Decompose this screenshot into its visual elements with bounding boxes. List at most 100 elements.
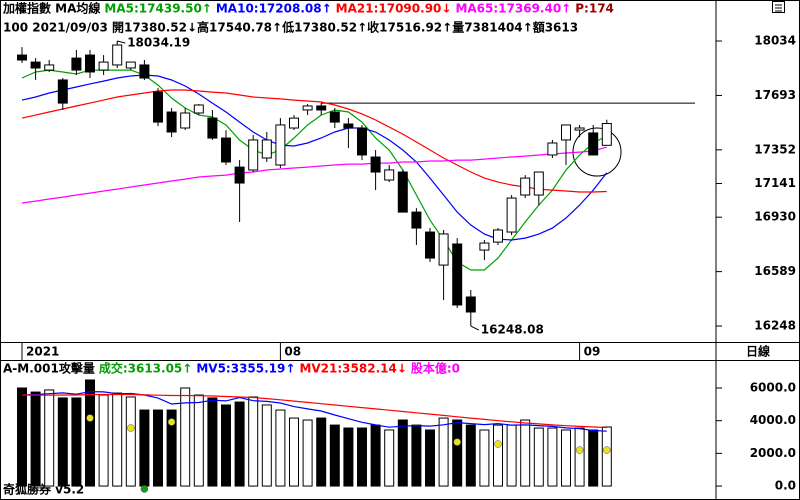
volume-y-tick-label: 2000.0	[750, 446, 796, 460]
volume-bar	[207, 397, 218, 487]
candle-body	[357, 127, 367, 156]
candle-body	[506, 197, 517, 233]
candle-body	[221, 137, 231, 163]
candle-body	[57, 79, 68, 104]
volume-bar	[275, 409, 286, 487]
volume-bar	[261, 404, 272, 487]
volume-bar	[234, 401, 245, 487]
y-tick-label: 18034	[754, 34, 796, 48]
candle-body	[329, 111, 340, 123]
volume-bar	[479, 429, 490, 487]
candle-body	[261, 139, 272, 159]
y-tick-label: 16248	[754, 319, 796, 333]
header-item: MA5:17439.50↑	[104, 2, 211, 16]
header-item: MA21:17090.90↓	[336, 2, 452, 16]
volume-bar	[153, 409, 163, 487]
candle-body	[479, 242, 490, 251]
signal-dot	[603, 446, 611, 454]
volume-bar	[384, 429, 395, 487]
volume-bar	[561, 429, 571, 487]
signal-dot	[575, 446, 584, 454]
candle-body	[533, 171, 544, 196]
volume-bar	[493, 424, 503, 487]
header: 加權指數 MA均線 MA5:17439.50↑ MA10:17208.08↑ MA21…	[2, 1, 614, 35]
volume-bar	[112, 392, 123, 487]
candle-body	[425, 231, 435, 259]
volume-bar	[125, 396, 136, 487]
volume-y-tick-label: 4000.0	[750, 413, 796, 427]
candle-body	[139, 64, 150, 79]
candle-body	[520, 177, 531, 196]
candle-body	[302, 105, 313, 111]
volume-bar	[289, 417, 299, 487]
signal-dot	[453, 438, 461, 446]
volume-bar	[506, 424, 517, 487]
annotation-leader	[117, 40, 126, 44]
volume-bar	[17, 387, 27, 487]
volume-bar	[357, 427, 367, 487]
y-tick-label: 17693	[754, 88, 796, 102]
volume-bar	[57, 397, 68, 487]
volume-bar	[370, 424, 381, 487]
candle-body	[44, 64, 55, 71]
volume-bar	[588, 429, 599, 487]
volume-header-item: A-M.001攻擊量	[3, 361, 95, 376]
volume-bar	[302, 419, 313, 487]
volume-bar	[166, 409, 177, 487]
volume-bar	[329, 424, 340, 487]
x-tick-label: 08	[284, 345, 301, 359]
candle-body	[85, 54, 95, 73]
volume-bar	[452, 419, 463, 487]
signal-dot	[167, 418, 176, 426]
signal-dot	[86, 414, 94, 422]
candle-body	[588, 132, 599, 156]
candle-body	[125, 61, 136, 69]
candle-body	[316, 105, 327, 111]
header-item: 加權指數 MA均線	[2, 1, 100, 16]
candle-body	[465, 296, 476, 313]
volume-bar	[98, 394, 109, 487]
candle-body	[166, 111, 177, 133]
volume-bar	[343, 427, 354, 487]
candle-body	[234, 166, 245, 184]
y-tick-label: 17141	[754, 176, 796, 190]
volume-bar	[71, 397, 82, 487]
volume-bar	[316, 417, 327, 487]
header-item: MA10:17208.08↑	[216, 2, 332, 16]
volume-bar	[411, 424, 422, 487]
volume-bar	[520, 419, 531, 487]
volume-average-line	[21, 390, 607, 432]
candle-body	[289, 117, 299, 129]
x-tick-label: 2021	[26, 345, 59, 359]
annotation-leader	[470, 325, 480, 331]
header-item: 100 2021/09/03 開17380.52↓高17540.78↑低1738…	[3, 20, 578, 35]
candle-body	[438, 233, 449, 266]
candle-body	[397, 171, 408, 213]
volume-bar	[574, 427, 585, 487]
candle-body	[601, 123, 612, 146]
volume-bar	[248, 396, 259, 487]
volume-bar	[180, 387, 191, 487]
volume-header-item: MV21:3582.14↓	[299, 362, 406, 376]
candle-body	[180, 112, 191, 129]
y-tick-label: 17352	[754, 142, 796, 156]
volume-bar	[44, 389, 55, 487]
candle-body	[493, 229, 503, 243]
candle-body	[370, 156, 381, 173]
annotation: 16248.08	[481, 323, 544, 337]
volume-average-line	[21, 393, 607, 429]
volume-header-item: 成交:3613.05↑	[99, 361, 193, 376]
signal-dot	[494, 440, 502, 448]
signal-dot	[140, 485, 149, 493]
y-tick-label: 16930	[754, 210, 796, 224]
menu-icon[interactable]	[772, 1, 785, 13]
candle-body	[384, 169, 395, 181]
x-tick-label: 09	[584, 345, 601, 359]
annotation: 18034.19	[127, 35, 190, 49]
volume-bar	[601, 426, 612, 487]
y-tick-label: 16589	[754, 264, 796, 278]
candle-body	[343, 123, 354, 129]
candle-body	[561, 124, 571, 141]
volume-bar	[139, 409, 150, 487]
candle-body	[17, 54, 27, 61]
